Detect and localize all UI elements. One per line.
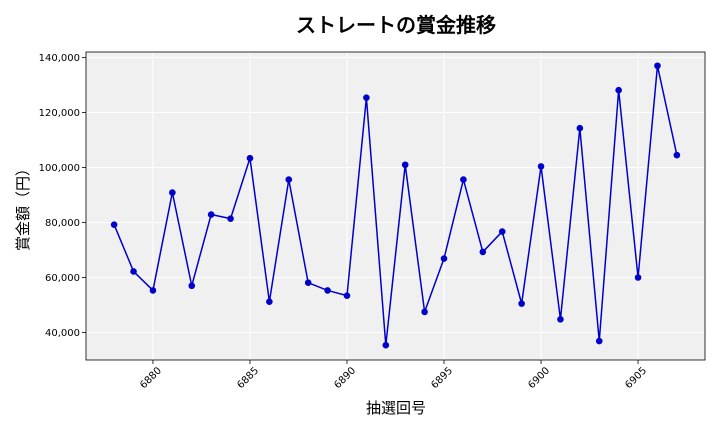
- x-tick-label: 6905: [623, 365, 649, 391]
- x-axis-label: 抽選回号: [366, 399, 426, 417]
- data-point: [169, 189, 176, 196]
- data-point: [149, 287, 157, 294]
- data-point: [324, 287, 331, 294]
- y-tick-label: 80,000: [45, 218, 80, 229]
- data-point: [479, 248, 487, 256]
- series-line: [113, 65, 678, 346]
- grid: [86, 52, 705, 360]
- x-tick-label: 6895: [429, 365, 455, 391]
- x-tick-label: 6890: [332, 365, 358, 391]
- chart-title: ストレートの賞金推移: [296, 13, 496, 37]
- data-point: [382, 341, 390, 349]
- data-point: [110, 221, 118, 228]
- y-tick-label: 120,000: [39, 108, 80, 119]
- plot-area: [86, 52, 705, 360]
- data-point: [498, 228, 506, 235]
- data-point: [343, 292, 351, 299]
- data-point: [304, 279, 312, 287]
- data-point: [518, 300, 525, 307]
- data-point: [266, 298, 273, 306]
- data-point: [440, 255, 448, 262]
- y-tick-label: 40,000: [45, 328, 80, 339]
- plot-frame: [85, 51, 706, 361]
- data-point: [363, 94, 370, 101]
- data-point: [595, 337, 603, 345]
- data-point: [576, 124, 584, 132]
- data-point: [615, 86, 622, 94]
- y-tick-label: 140,000: [39, 53, 80, 64]
- x-tick-label: 6880: [138, 365, 164, 391]
- y-tick-label: 100,000: [39, 163, 80, 174]
- y-tick-label: 60,000: [45, 273, 80, 284]
- data-point: [537, 163, 545, 170]
- data-point: [130, 268, 137, 275]
- data-point: [634, 274, 642, 281]
- series-layer: [110, 62, 681, 349]
- y-axis-label: 賞金額（円）: [14, 161, 32, 251]
- x-tick-label: 6900: [526, 365, 552, 391]
- data-point: [285, 176, 293, 183]
- data-point: [673, 151, 681, 159]
- data-point: [227, 215, 234, 222]
- data-point: [207, 211, 215, 218]
- data-point: [557, 316, 564, 323]
- data-point: [188, 282, 196, 290]
- data-point: [401, 161, 409, 169]
- x-tick-label: 6885: [235, 365, 261, 391]
- data-point: [460, 176, 467, 183]
- data-point: [421, 308, 428, 316]
- data-point: [246, 154, 254, 162]
- data-point: [654, 62, 661, 70]
